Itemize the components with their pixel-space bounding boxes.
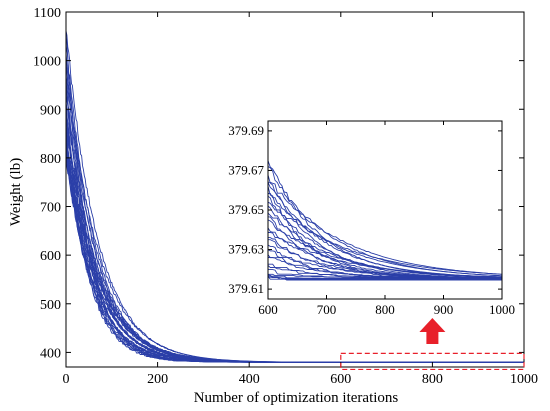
inset-y-tick-label: 379.69 bbox=[228, 123, 264, 138]
main-y-ticks: 400 500 600 700 800 900 1000 1100 bbox=[33, 6, 524, 361]
inset-x-tick-label: 1000 bbox=[489, 302, 515, 317]
inset-y-tick-label: 379.67 bbox=[228, 162, 264, 177]
inset-series-lines bbox=[267, 160, 503, 281]
y-axis-label: Weight (lb) bbox=[8, 158, 24, 226]
inset-y-tick-label: 379.65 bbox=[228, 202, 264, 217]
inset-series-line bbox=[268, 274, 502, 280]
y-tick-label: 800 bbox=[40, 152, 61, 167]
inset-y-ticks: 379.61 379.63 379.65 379.67 379.69 bbox=[228, 123, 502, 296]
y-tick-label: 500 bbox=[40, 298, 61, 313]
inset-x-tick-label: 700 bbox=[317, 302, 337, 317]
y-tick-label: 1000 bbox=[33, 55, 61, 70]
x-tick-label: 400 bbox=[239, 372, 260, 387]
main-plot-frame bbox=[65, 11, 525, 368]
inset-series-line bbox=[268, 276, 502, 281]
x-tick-label: 1000 bbox=[510, 372, 538, 387]
inset-series-line bbox=[267, 201, 503, 275]
inset-series-line bbox=[268, 232, 502, 278]
inset-x-ticks: 600 700 800 900 1000 bbox=[258, 121, 515, 317]
inset-x-tick-label: 800 bbox=[375, 302, 395, 317]
y-tick-label: 900 bbox=[40, 103, 61, 118]
y-tick-label: 700 bbox=[40, 201, 61, 216]
x-axis-label: Number of optimization iterations bbox=[194, 390, 399, 406]
inset-x-tick-label: 600 bbox=[258, 302, 278, 317]
zoom-highlight-box bbox=[340, 352, 525, 371]
y-tick-label: 400 bbox=[40, 346, 61, 361]
main-x-ticks: 0 200 400 600 800 1000 bbox=[63, 12, 538, 387]
inset-series-line bbox=[267, 249, 503, 279]
series-line bbox=[65, 150, 524, 363]
x-tick-label: 600 bbox=[330, 372, 351, 387]
inset-series-line bbox=[268, 193, 503, 277]
inset-series-line bbox=[268, 181, 503, 275]
main-series-lines bbox=[65, 30, 524, 363]
inset-series-line bbox=[267, 276, 502, 280]
inset-x-tick-label: 900 bbox=[434, 302, 454, 317]
inset-y-tick-label: 379.61 bbox=[228, 281, 264, 296]
x-tick-label: 800 bbox=[422, 372, 443, 387]
y-tick-label: 1100 bbox=[34, 6, 61, 21]
x-tick-label: 200 bbox=[147, 372, 168, 387]
zoom-arrow-icon bbox=[419, 318, 446, 344]
x-tick-label: 0 bbox=[63, 372, 70, 387]
inset-y-tick-label: 379.63 bbox=[228, 242, 264, 257]
y-tick-label: 600 bbox=[40, 249, 61, 264]
